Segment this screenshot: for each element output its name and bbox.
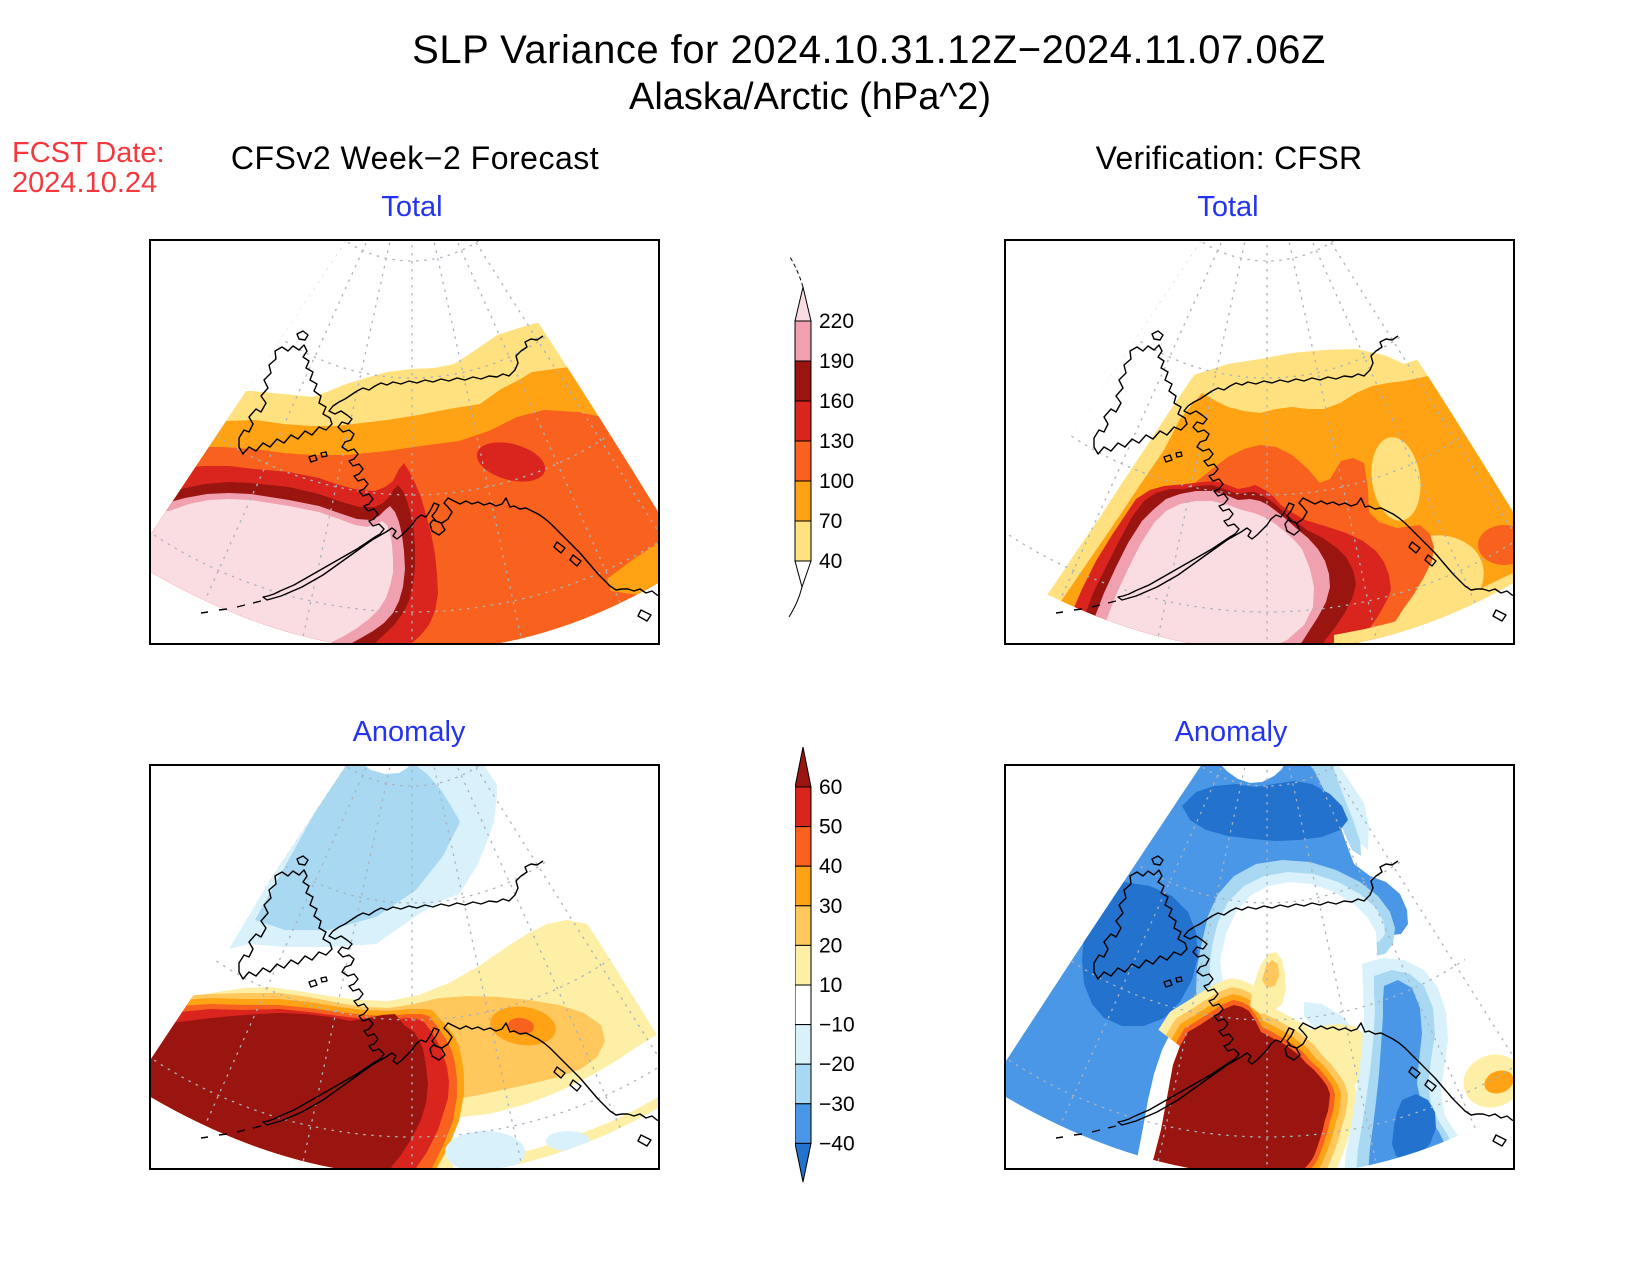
svg-text:70: 70 <box>819 510 842 533</box>
svg-text:60: 60 <box>819 776 842 799</box>
svg-text:220: 220 <box>819 310 854 333</box>
svg-text:−40: −40 <box>819 1132 855 1155</box>
svg-text:190: 190 <box>819 350 854 373</box>
svg-text:−20: −20 <box>819 1053 855 1076</box>
svg-text:−30: −30 <box>819 1093 855 1116</box>
svg-text:20: 20 <box>819 934 842 957</box>
svg-text:40: 40 <box>819 550 842 573</box>
svg-text:130: 130 <box>819 430 854 453</box>
svg-text:40: 40 <box>819 855 842 878</box>
svg-text:160: 160 <box>819 390 854 413</box>
svg-text:−10: −10 <box>819 1014 855 1037</box>
svg-text:30: 30 <box>819 895 842 918</box>
svg-text:100: 100 <box>819 470 854 493</box>
svg-text:50: 50 <box>819 816 842 839</box>
svg-text:10: 10 <box>819 974 842 997</box>
